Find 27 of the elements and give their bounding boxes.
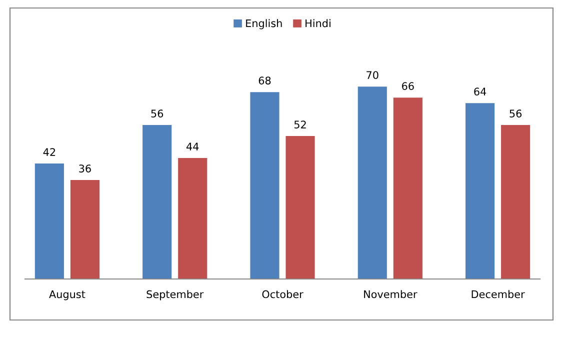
x-tick-label: November xyxy=(364,290,418,298)
legend-label: Hindi xyxy=(306,19,330,28)
bar xyxy=(358,86,387,279)
bar xyxy=(250,92,280,279)
data-label: 36 xyxy=(79,164,91,172)
bar xyxy=(178,158,208,279)
data-label: 66 xyxy=(402,82,414,90)
x-tick-label: December xyxy=(472,290,525,298)
x-tick-label: September xyxy=(146,290,204,300)
bar xyxy=(393,98,422,279)
data-label: 68 xyxy=(258,76,271,84)
legend-label: English xyxy=(246,19,282,30)
x-tick-label: August xyxy=(49,290,86,300)
bar xyxy=(501,125,530,279)
bar xyxy=(34,164,64,279)
data-label: 42 xyxy=(43,148,56,156)
data-label: 52 xyxy=(294,120,306,128)
data-label: 70 xyxy=(366,71,378,79)
data-label: 64 xyxy=(474,88,486,96)
bar xyxy=(286,136,315,279)
bar xyxy=(466,103,495,279)
bar xyxy=(142,125,172,279)
data-label: 56 xyxy=(151,110,164,118)
bar xyxy=(70,180,100,279)
data-label: 44 xyxy=(186,142,199,150)
data-label: 56 xyxy=(510,110,522,118)
x-tick-label: October xyxy=(262,290,304,298)
